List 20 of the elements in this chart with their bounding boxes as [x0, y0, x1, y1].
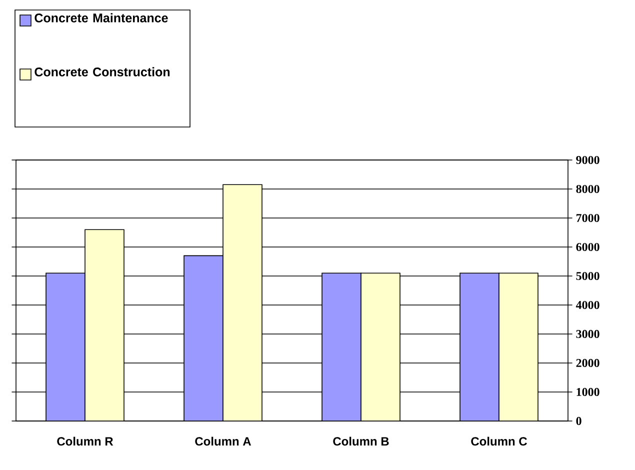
legend-label: Concrete Maintenance	[34, 13, 168, 22]
bar	[360, 272, 400, 421]
x-tick-label: Column R	[57, 436, 114, 446]
legend-label: Concrete Construction	[34, 67, 170, 76]
x-tick-label: Column C	[471, 436, 527, 446]
y-tick-label: 2000	[576, 358, 600, 368]
x-tick-label: Column A	[195, 436, 252, 446]
bar	[84, 229, 124, 421]
y-tick-label: 8000	[576, 184, 600, 194]
y-tick-label: 9000	[576, 156, 600, 164]
y-tick-label: 0	[576, 416, 582, 426]
bar	[222, 184, 262, 421]
y-tick-label: 3000	[576, 330, 600, 338]
x-tick-label: Column B	[333, 436, 389, 446]
bar	[498, 272, 538, 421]
y-tick-label: 4000	[576, 300, 600, 310]
y-tick-label: 5000	[576, 272, 600, 280]
y-tick-label: 7000	[576, 214, 600, 222]
y-tick-label: 1000	[576, 388, 600, 396]
y-tick-label: 6000	[576, 242, 600, 252]
